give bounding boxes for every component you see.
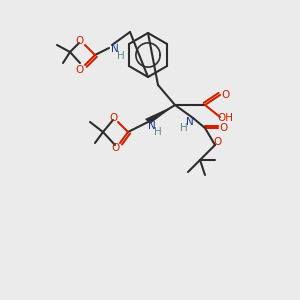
Polygon shape [145,105,175,124]
Text: H: H [154,127,162,137]
Text: H: H [180,123,188,133]
Text: N: N [186,117,194,127]
Text: N: N [111,44,119,54]
Text: O: O [75,65,83,75]
Text: O: O [214,137,222,147]
Text: O: O [75,36,83,46]
Text: O: O [219,123,227,133]
Text: O: O [221,90,229,100]
Text: N: N [148,121,156,131]
Text: O: O [111,143,119,153]
Text: O: O [109,113,117,123]
Text: OH: OH [217,113,233,123]
Text: H: H [117,51,125,61]
